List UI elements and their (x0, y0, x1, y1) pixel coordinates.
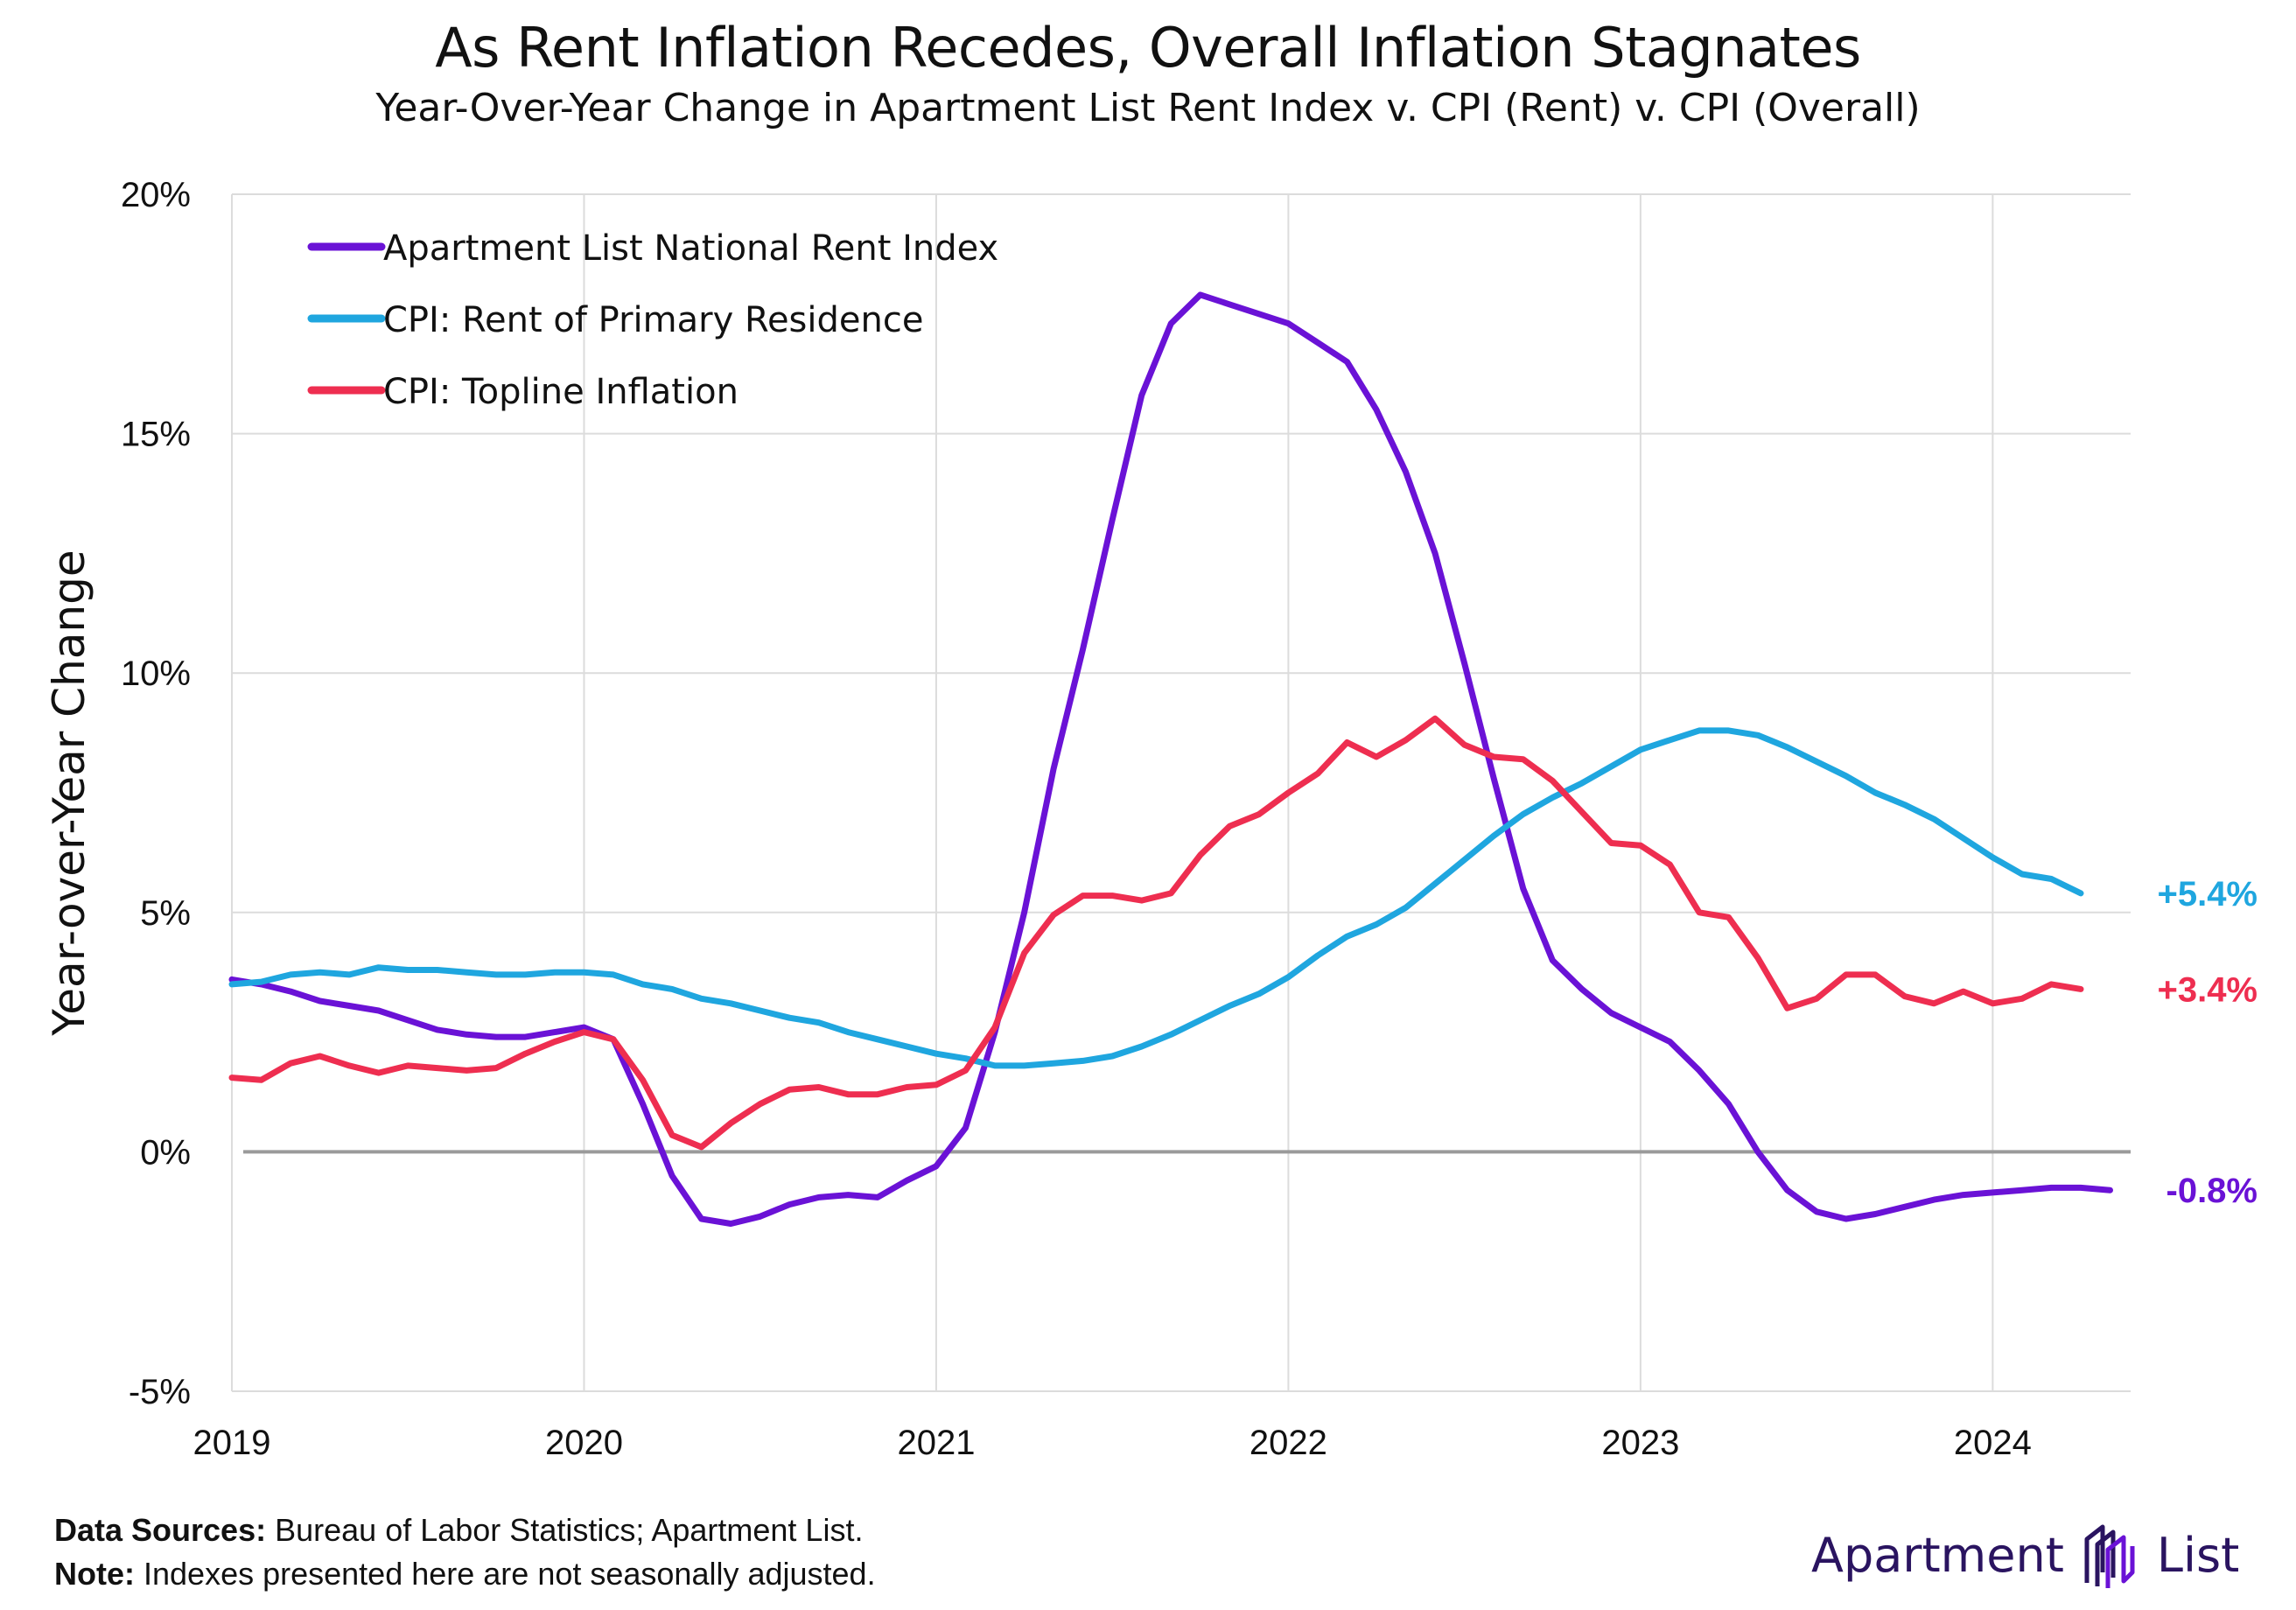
y-tick-label: 20% (121, 176, 191, 214)
data-sources-text: Bureau of Labor Statistics; Apartment Li… (275, 1512, 864, 1548)
note-text: Indexes presented here are not seasonall… (144, 1556, 876, 1592)
chart-title: As Rent Inflation Recedes, Overall Infla… (435, 16, 1861, 80)
logo-word-apartment: Apartment (1811, 1527, 2064, 1583)
data-sources-label: Data Sources: (54, 1512, 267, 1548)
x-tick-label: 2020 (545, 1424, 623, 1462)
building-icon (2084, 1524, 2135, 1588)
chart-subtitle: Year-Over-Year Change in Apartment List … (375, 86, 1921, 130)
series-line (228, 727, 2084, 1069)
legend-label: CPI: Rent of Primary Residence (383, 300, 923, 340)
series-line (228, 715, 2084, 1151)
note-label: Note: (54, 1556, 135, 1592)
y-axis-label: Year-over-Year Change (44, 550, 94, 1036)
y-tick-label: -5% (129, 1373, 191, 1411)
x-tick-label: 2024 (1954, 1424, 2032, 1462)
logo-word-list: List (2156, 1527, 2240, 1583)
legend-label: Apartment List National Rent Index (383, 228, 998, 269)
series-end-label: +5.4% (2157, 875, 2258, 914)
y-tick-label: 10% (121, 654, 191, 693)
y-tick-label: 5% (140, 894, 191, 933)
legend-label: CPI: Topline Inflation (383, 372, 738, 412)
series-end-label: +3.4% (2157, 970, 2258, 1009)
series-end-label: -0.8% (2166, 1172, 2258, 1210)
x-tick-label: 2022 (1250, 1424, 1327, 1462)
data-sources-note: Data Sources: Bureau of Labor Statistics… (54, 1512, 863, 1549)
x-tick-label: 2019 (193, 1424, 271, 1462)
y-tick-label: 0% (140, 1133, 191, 1172)
x-tick-label: 2023 (1601, 1424, 1679, 1462)
series-line (228, 291, 2113, 1227)
apartment-list-logo: Apartment List (1811, 1516, 2239, 1594)
y-tick-label: 15% (121, 416, 191, 454)
indexes-note: Note: Indexes presented here are not sea… (54, 1556, 876, 1592)
x-tick-label: 2021 (897, 1424, 975, 1462)
